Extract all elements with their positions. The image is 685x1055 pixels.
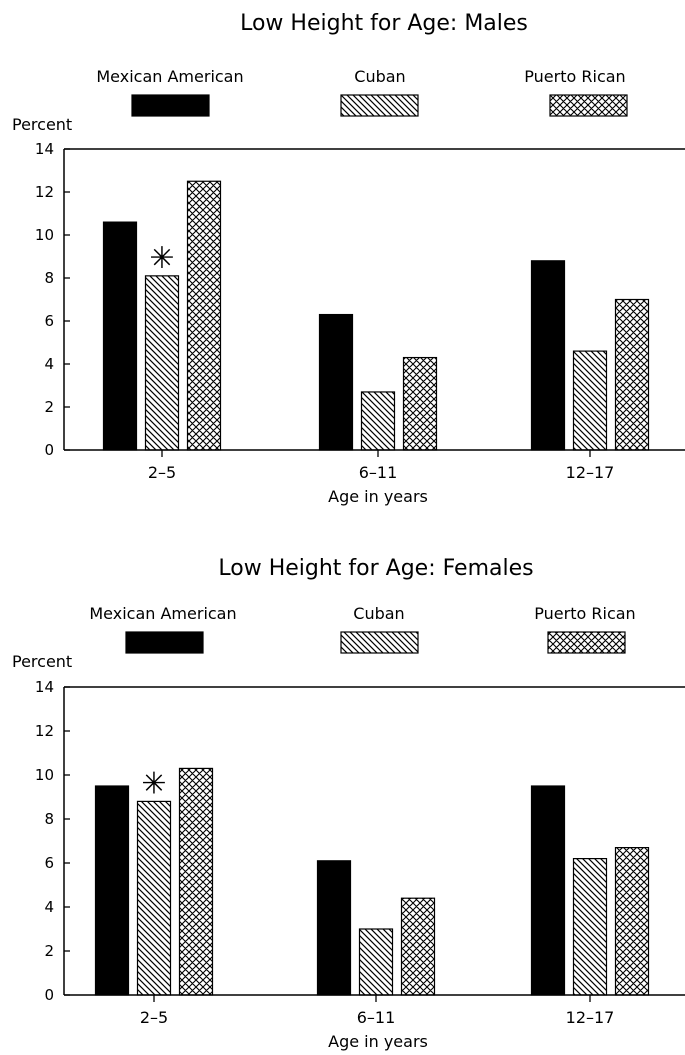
x-tick-label: 6–11 [359, 463, 398, 482]
bar-diagonal [572, 350, 608, 451]
bar-diagonal [358, 928, 394, 996]
y-tick-label: 0 [44, 986, 54, 1004]
bar-diagonal [360, 391, 396, 451]
x-tick-label: 2–5 [148, 463, 176, 482]
legend-swatch [549, 94, 628, 117]
chart-panel-1: Low Height for Age: Males Mexican America… [12, 11, 685, 506]
legend-label: Puerto Rican [534, 604, 635, 623]
y-tick-label: 4 [44, 355, 54, 373]
bar-solid [94, 785, 130, 996]
chart-panel-2: Low Height for Age: Females Mexican Ameri… [12, 556, 685, 1051]
y-axis-label: Percent [12, 115, 72, 134]
x-tick-label: 6–11 [357, 1008, 396, 1027]
bar-solid [530, 785, 566, 996]
x-tick-label: 2–5 [140, 1008, 168, 1027]
x-tick-label: 12–17 [566, 1008, 615, 1027]
bar-solid [530, 260, 566, 451]
bar-crosshatch [400, 897, 436, 996]
x-axis-label: Age in years [328, 1032, 428, 1051]
y-tick-label: 0 [44, 441, 54, 459]
legend-label: Cuban [353, 604, 404, 623]
bar-crosshatch [402, 356, 438, 451]
y-tick-label: 6 [44, 854, 54, 872]
bar-solid [316, 860, 352, 996]
y-axis-label: Percent [12, 652, 72, 671]
y-tick-label: 10 [35, 766, 54, 784]
chart-title: Low Height for Age: Females [218, 556, 533, 581]
bar-crosshatch [186, 180, 222, 451]
x-axis-label: Age in years [328, 487, 428, 506]
bar-diagonal [572, 857, 608, 996]
chart-title: Low Height for Age: Males [240, 11, 528, 36]
significance-asterisk: ✳ [141, 766, 166, 801]
y-tick-label: 8 [44, 269, 54, 287]
x-tick-label: 12–17 [566, 463, 615, 482]
legend-label: Mexican American [96, 67, 243, 86]
bar-crosshatch [178, 767, 214, 996]
bar-diagonal [136, 800, 172, 996]
bar-crosshatch [614, 298, 650, 451]
y-tick-label: 12 [35, 183, 54, 201]
bar-solid [102, 221, 138, 451]
y-tick-label: 6 [44, 312, 54, 330]
y-tick-label: 8 [44, 810, 54, 828]
bar-solid [318, 313, 354, 451]
bar-diagonal [144, 275, 180, 451]
y-tick-label: 2 [44, 398, 54, 416]
legend-swatch [340, 631, 419, 654]
legend-swatch [340, 94, 419, 117]
y-tick-label: 2 [44, 942, 54, 960]
y-tick-label: 10 [35, 226, 54, 244]
bar-crosshatch [614, 846, 650, 996]
legend-label: Mexican American [89, 604, 236, 623]
legend-swatch [547, 631, 626, 654]
y-tick-label: 4 [44, 898, 54, 916]
legend-label: Cuban [354, 67, 405, 86]
significance-asterisk: ✳ [149, 241, 174, 276]
legend-label: Puerto Rican [524, 67, 625, 86]
y-tick-label: 14 [35, 678, 54, 696]
y-tick-label: 14 [35, 140, 54, 158]
legend-swatch [125, 631, 204, 654]
legend-swatch [131, 94, 210, 117]
y-tick-label: 12 [35, 722, 54, 740]
